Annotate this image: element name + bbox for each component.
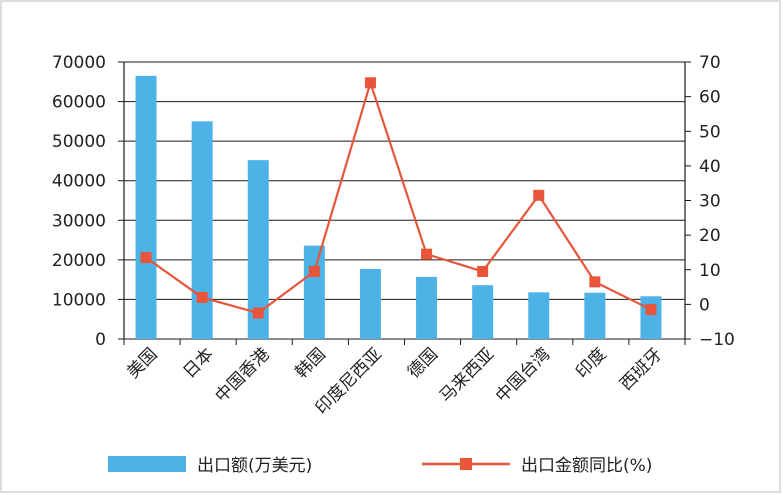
left-tick-label: 30000 — [52, 211, 106, 231]
line-point — [589, 276, 601, 288]
right-tick-label: 10 — [699, 261, 721, 281]
right-tick-label: 60 — [699, 88, 721, 108]
line-point — [196, 291, 208, 303]
bar — [191, 121, 213, 339]
line-path — [145, 79, 652, 315]
line-point — [364, 77, 376, 89]
left-tick-label: 40000 — [52, 172, 106, 192]
legend-line-marker — [460, 458, 472, 470]
right-tick-label: 30 — [699, 192, 721, 212]
legend: 出口额(万美元) 出口金额同比(%) — [108, 456, 652, 476]
right-tick-label: 40 — [699, 157, 721, 177]
line-point — [421, 248, 433, 260]
legend-bar-label: 出口额(万美元) — [197, 456, 312, 476]
bar — [247, 160, 269, 339]
bar — [303, 245, 325, 339]
right-tick-label: 0 — [699, 295, 710, 315]
line-point — [140, 252, 152, 264]
line-point — [477, 265, 489, 277]
axes — [118, 61, 691, 345]
left-tick-label: 10000 — [52, 290, 106, 310]
gridlines — [124, 61, 685, 340]
line-point — [533, 189, 545, 201]
legend-bar-swatch — [108, 456, 186, 472]
bar — [584, 292, 606, 339]
left-tick-label: 60000 — [52, 93, 106, 113]
left-y-axis-ticks: 0 10000 20000 30000 40000 50000 60000 70000 — [52, 53, 106, 350]
bar — [528, 292, 550, 339]
left-tick-label: 70000 — [52, 53, 106, 73]
right-tick-label: 70 — [699, 53, 721, 73]
line-point — [645, 304, 657, 316]
bar — [359, 268, 381, 339]
bar — [135, 75, 157, 339]
right-tick-label: −10 — [699, 330, 735, 350]
left-tick-label: 0 — [95, 330, 106, 350]
left-tick-label: 20000 — [52, 251, 106, 271]
left-tick-label: 50000 — [52, 132, 106, 152]
bar — [416, 276, 438, 339]
legend-line-label: 出口金额同比(%) — [521, 456, 652, 476]
line-series — [140, 77, 657, 319]
bar — [472, 285, 494, 339]
line-point — [252, 307, 264, 319]
right-tick-label: 50 — [699, 122, 721, 142]
right-tick-label: 20 — [699, 226, 721, 246]
right-y-axis-ticks: −10 0 10 20 30 40 50 60 70 — [699, 53, 735, 350]
line-point — [308, 265, 320, 277]
bar — [640, 296, 662, 339]
